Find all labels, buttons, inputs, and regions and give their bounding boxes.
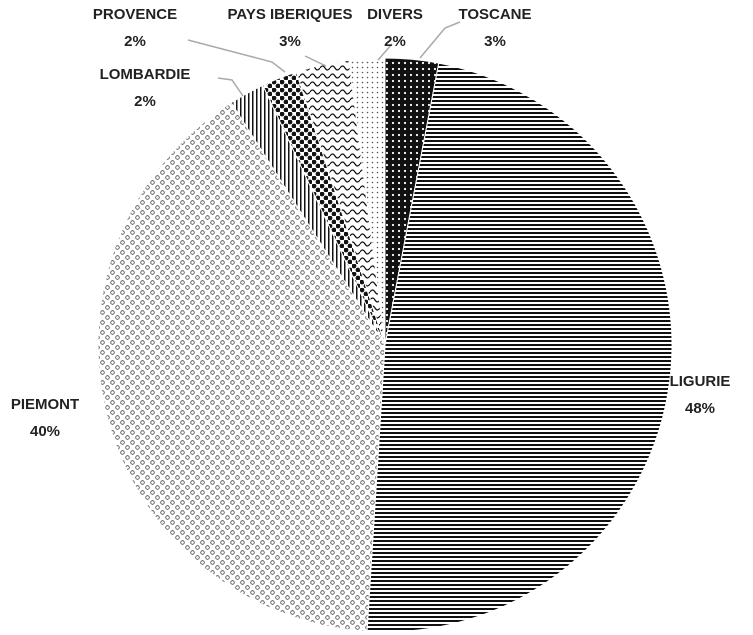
slice-value-label: 2% <box>384 33 406 50</box>
slice-label: LIGURIE <box>670 373 731 390</box>
slice-label: DIVERS <box>367 6 423 23</box>
leader-lines <box>187 21 461 97</box>
leader-line <box>217 77 244 97</box>
slice-value-label: 40% <box>30 423 60 440</box>
pie-slice <box>348 57 386 346</box>
slice-value-label: 48% <box>685 400 715 417</box>
slice-label: PROVENCE <box>93 6 177 23</box>
slices <box>97 57 673 633</box>
slice-value-label: 2% <box>124 33 146 50</box>
slice-label: PIEMONT <box>11 396 79 413</box>
pie-slice <box>366 62 673 633</box>
slice-label: TOSCANE <box>458 6 531 23</box>
slice-value-label: 3% <box>279 33 301 50</box>
slice-value-label: 3% <box>484 33 506 50</box>
slice-label: PAYS IBERIQUES <box>227 6 352 23</box>
pie-slice <box>97 101 386 632</box>
leader-line <box>304 55 327 67</box>
leader-line <box>187 39 286 73</box>
leader-line <box>419 21 461 59</box>
leader-line <box>377 43 393 61</box>
slice-value-label: 2% <box>134 93 156 110</box>
slice-label: LOMBARDIE <box>100 66 191 83</box>
